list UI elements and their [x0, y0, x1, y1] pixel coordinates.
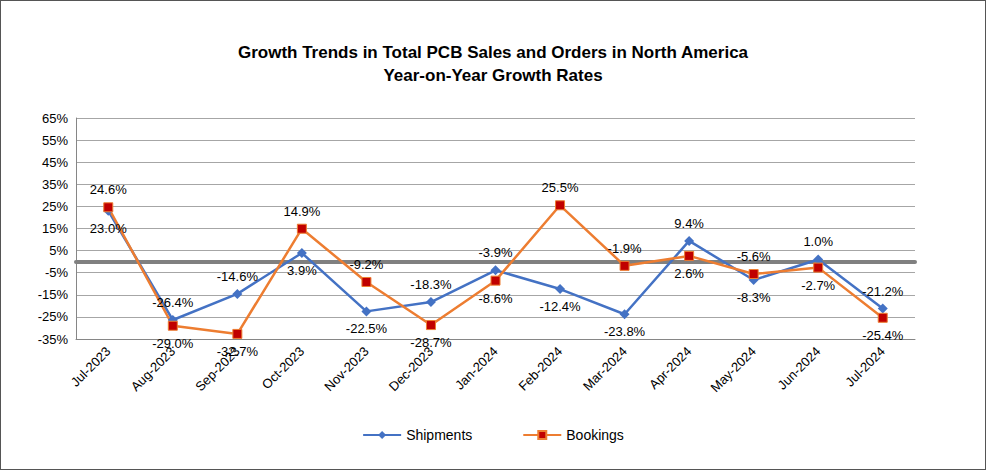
svg-text:-28.7%: -28.7% — [410, 335, 452, 350]
svg-text:-5%: -5% — [45, 265, 69, 280]
svg-text:1.0%: 1.0% — [803, 234, 833, 249]
svg-text:-29.0%: -29.0% — [152, 336, 194, 351]
svg-text:Year-on-Year Growth Rates: Year-on-Year Growth Rates — [383, 66, 602, 85]
svg-text:24.6%: 24.6% — [90, 182, 127, 197]
svg-text:Jan-2024: Jan-2024 — [452, 344, 501, 393]
svg-text:Feb-2024: Feb-2024 — [515, 344, 565, 394]
svg-text:-35%: -35% — [38, 332, 69, 347]
svg-text:-25%: -25% — [38, 309, 69, 324]
svg-text:Jul-2024: Jul-2024 — [842, 344, 888, 390]
svg-text:Oct-2023: Oct-2023 — [259, 344, 307, 392]
svg-text:-23.8%: -23.8% — [604, 324, 646, 339]
svg-text:23.0%: 23.0% — [90, 221, 127, 236]
svg-text:Shipments: Shipments — [406, 427, 472, 443]
svg-text:9.4%: 9.4% — [674, 216, 704, 231]
svg-text:-22.5%: -22.5% — [346, 321, 388, 336]
svg-text:-9.2%: -9.2% — [349, 257, 383, 272]
svg-text:55%: 55% — [42, 133, 68, 148]
svg-text:35%: 35% — [42, 177, 68, 192]
svg-text:-26.4%: -26.4% — [152, 295, 194, 310]
svg-text:65%: 65% — [42, 111, 68, 126]
svg-text:Jun-2024: Jun-2024 — [775, 344, 824, 393]
svg-text:Jul-2023: Jul-2023 — [68, 344, 114, 390]
svg-text:-14.6%: -14.6% — [217, 269, 259, 284]
svg-text:-5.6%: -5.6% — [737, 249, 771, 264]
svg-text:Mar-2024: Mar-2024 — [580, 344, 630, 394]
svg-text:-21.2%: -21.2% — [862, 284, 904, 299]
svg-text:15%: 15% — [42, 221, 68, 236]
svg-text:Dec-2023: Dec-2023 — [386, 344, 436, 394]
svg-text:-3.9%: -3.9% — [479, 245, 513, 260]
svg-text:-15%: -15% — [38, 287, 69, 302]
svg-text:45%: 45% — [42, 155, 68, 170]
svg-text:25.5%: 25.5% — [542, 180, 579, 195]
svg-text:Nov-2023: Nov-2023 — [321, 344, 371, 394]
svg-text:-12.4%: -12.4% — [539, 299, 581, 314]
svg-text:Growth Trends in Total PCB Sal: Growth Trends in Total PCB Sales and Ord… — [238, 43, 749, 62]
svg-text:-32.7%: -32.7% — [217, 344, 259, 359]
svg-text:14.9%: 14.9% — [283, 204, 320, 219]
svg-text:Bookings: Bookings — [566, 427, 624, 443]
svg-text:Sep-2023: Sep-2023 — [192, 343, 243, 395]
svg-text:Apr-2024: Apr-2024 — [646, 344, 694, 392]
svg-text:-2.7%: -2.7% — [801, 278, 835, 293]
svg-text:3.9%: 3.9% — [287, 263, 317, 278]
svg-text:-1.9%: -1.9% — [608, 241, 642, 256]
svg-text:-25.4%: -25.4% — [862, 328, 904, 343]
svg-text:2.6%: 2.6% — [674, 266, 704, 281]
svg-text:May-2024: May-2024 — [708, 344, 759, 395]
svg-text:-18.3%: -18.3% — [410, 277, 452, 292]
svg-text:-8.3%: -8.3% — [737, 290, 771, 305]
svg-text:25%: 25% — [42, 199, 68, 214]
svg-text:Aug-2023: Aug-2023 — [128, 344, 178, 394]
svg-text:5%: 5% — [49, 243, 68, 258]
svg-text:-8.6%: -8.6% — [479, 291, 513, 306]
